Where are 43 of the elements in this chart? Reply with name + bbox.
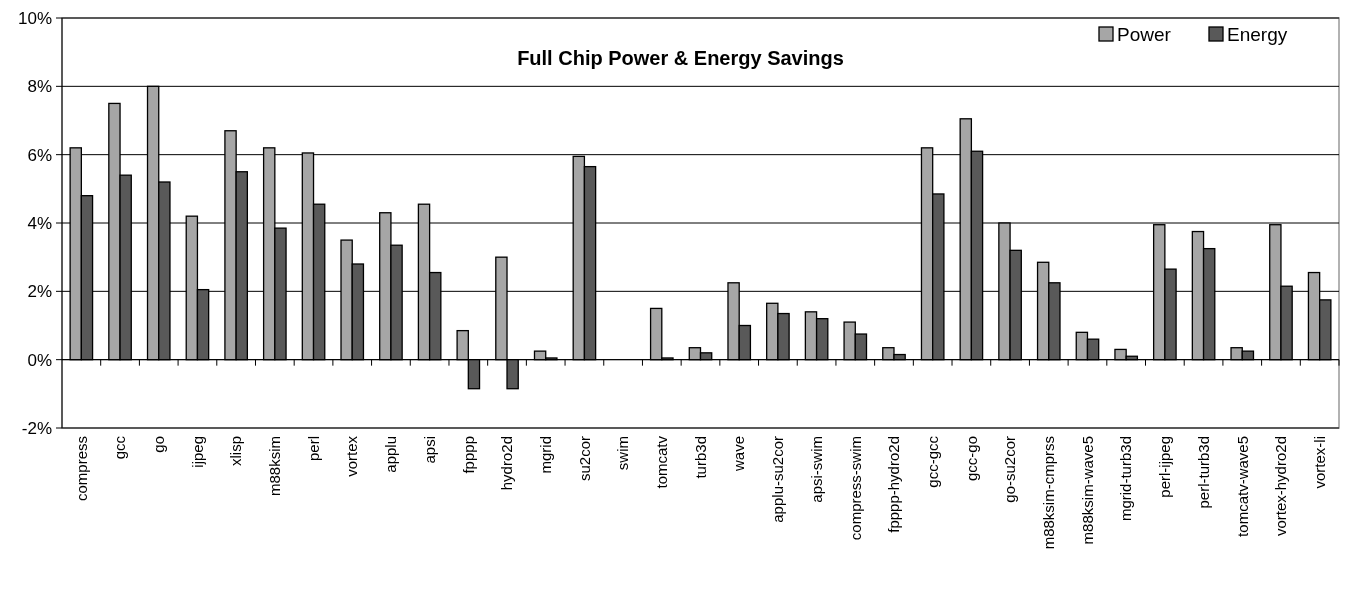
x-tick-label: go [149,436,167,453]
x-tick-label: vortex-hydro2d [1272,436,1290,537]
x-tick-label: mgrid-turb3d [1117,436,1135,522]
text: Full Chip Power & Energy Savings [517,47,844,69]
y-tick-label: 0% [27,350,52,370]
x-tick-label: compress [72,436,90,502]
x-tick-label: apsi-swim [807,436,825,503]
x-tick-label: m88ksim-wave5 [1078,436,1096,545]
y-tick-label: 6% [27,145,52,165]
x-tick-label: apsi [420,436,438,464]
y-tick-label: 2% [27,282,52,302]
x-tick-label: gcc-go [962,436,980,482]
x-tick-label: vortex-li [1310,436,1328,489]
x-tick-label: perl-ijpeg [1156,436,1174,498]
x-tick-label: gcc-gcc [923,435,941,488]
x-tick-label: fpppp-hydro2d [885,436,903,533]
legend-label: Power [1117,23,1172,45]
x-tick-label: mgrid [536,436,554,474]
x-tick-label: turb3d [691,436,709,479]
x-tick-label: applu-su2cor [769,436,787,523]
x-tick-label: swim [614,436,632,471]
x-tick-label: ijpeg [188,436,206,468]
x-tick-label: perl-turb3d [1194,436,1212,509]
x-tick-label: go-su2cor [1001,436,1019,503]
x-tick-label: fpppp [459,436,477,474]
x-tick-label: tomcatv-wave5 [1233,436,1251,537]
x-tick-label: hydro2d [498,436,516,491]
y-tick-label: 4% [27,213,52,233]
x-tick-label: su2cor [575,436,593,482]
x-tick-label: compress-swim [846,436,864,541]
x-tick-label: gcc [111,435,129,460]
x-tick-label: wave [730,436,748,473]
x-tick-label: m88ksim-cmprss [1040,436,1058,550]
x-tick-label: tomcatv [653,435,671,489]
x-tick-label: xlisp [227,436,245,467]
y-tick-label: -2% [21,418,52,438]
x-tick-label: m88ksim [266,436,284,497]
x-tick-label: applu [382,436,400,473]
legend-label: Energy [1227,23,1288,45]
x-tick-label: vortex [343,435,361,477]
x-tick-label: perl [304,436,322,462]
y-tick-label: 10% [17,8,52,28]
y-tick-label: 8% [27,77,52,97]
